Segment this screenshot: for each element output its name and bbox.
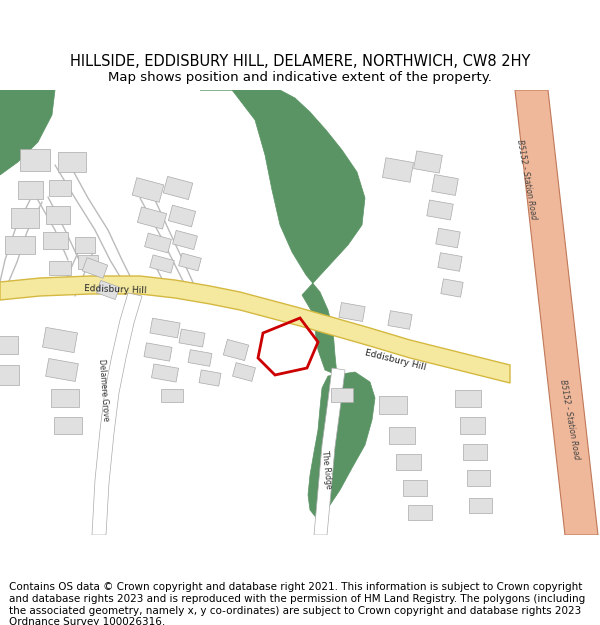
Polygon shape bbox=[389, 426, 415, 444]
Polygon shape bbox=[432, 174, 458, 196]
Polygon shape bbox=[0, 365, 19, 385]
Polygon shape bbox=[395, 454, 421, 470]
Polygon shape bbox=[314, 368, 345, 535]
Polygon shape bbox=[441, 279, 463, 297]
Polygon shape bbox=[413, 151, 442, 173]
Text: The Ridge: The Ridge bbox=[320, 451, 332, 489]
Text: Eddisbury Hill: Eddisbury Hill bbox=[83, 284, 146, 296]
Polygon shape bbox=[173, 231, 197, 249]
Polygon shape bbox=[51, 389, 79, 407]
Polygon shape bbox=[0, 90, 55, 175]
Polygon shape bbox=[179, 329, 205, 347]
Polygon shape bbox=[75, 237, 95, 253]
Polygon shape bbox=[92, 293, 142, 535]
Polygon shape bbox=[163, 176, 193, 199]
Polygon shape bbox=[339, 302, 365, 321]
Text: Map shows position and indicative extent of the property.: Map shows position and indicative extent… bbox=[108, 71, 492, 84]
Polygon shape bbox=[469, 498, 491, 512]
Polygon shape bbox=[145, 233, 172, 253]
Polygon shape bbox=[455, 389, 481, 406]
Polygon shape bbox=[150, 318, 180, 338]
Polygon shape bbox=[382, 158, 413, 182]
Polygon shape bbox=[43, 231, 67, 249]
Polygon shape bbox=[169, 205, 196, 227]
Polygon shape bbox=[467, 470, 490, 486]
Polygon shape bbox=[308, 372, 375, 520]
Polygon shape bbox=[49, 261, 71, 275]
Polygon shape bbox=[199, 370, 221, 386]
Polygon shape bbox=[331, 388, 353, 402]
Polygon shape bbox=[54, 416, 82, 434]
Polygon shape bbox=[427, 200, 453, 220]
Polygon shape bbox=[233, 362, 256, 381]
Polygon shape bbox=[43, 328, 77, 352]
Polygon shape bbox=[188, 350, 212, 366]
Polygon shape bbox=[149, 255, 175, 273]
Polygon shape bbox=[179, 253, 202, 271]
Text: B5152 - Station Road: B5152 - Station Road bbox=[515, 139, 538, 221]
Polygon shape bbox=[200, 90, 365, 375]
Polygon shape bbox=[58, 152, 86, 172]
Polygon shape bbox=[0, 276, 510, 383]
Polygon shape bbox=[137, 207, 167, 229]
Text: B5152 - Station Road: B5152 - Station Road bbox=[559, 379, 581, 461]
Polygon shape bbox=[46, 206, 70, 224]
Polygon shape bbox=[46, 359, 79, 381]
Polygon shape bbox=[78, 255, 98, 269]
Polygon shape bbox=[161, 389, 183, 401]
Polygon shape bbox=[403, 480, 427, 496]
Polygon shape bbox=[132, 177, 164, 202]
Polygon shape bbox=[408, 504, 432, 519]
Polygon shape bbox=[49, 180, 71, 196]
Text: HILLSIDE, EDDISBURY HILL, DELAMERE, NORTHWICH, CW8 2HY: HILLSIDE, EDDISBURY HILL, DELAMERE, NORT… bbox=[70, 54, 530, 69]
Polygon shape bbox=[144, 343, 172, 361]
Polygon shape bbox=[460, 416, 485, 434]
Polygon shape bbox=[388, 311, 412, 329]
Polygon shape bbox=[5, 236, 35, 254]
Text: Contains OS data © Crown copyright and database right 2021. This information is : Contains OS data © Crown copyright and d… bbox=[9, 582, 585, 625]
Polygon shape bbox=[151, 364, 179, 382]
Polygon shape bbox=[379, 396, 407, 414]
Polygon shape bbox=[82, 258, 108, 278]
Polygon shape bbox=[438, 253, 462, 271]
Polygon shape bbox=[515, 90, 598, 535]
Polygon shape bbox=[97, 281, 119, 299]
Polygon shape bbox=[223, 339, 248, 361]
Text: Delamere Grove: Delamere Grove bbox=[97, 359, 110, 421]
Text: Eddisbury Hill: Eddisbury Hill bbox=[364, 348, 427, 372]
Polygon shape bbox=[17, 181, 43, 199]
Polygon shape bbox=[20, 149, 50, 171]
Polygon shape bbox=[11, 208, 39, 228]
Polygon shape bbox=[463, 444, 487, 460]
Polygon shape bbox=[0, 336, 18, 354]
Polygon shape bbox=[436, 228, 460, 248]
